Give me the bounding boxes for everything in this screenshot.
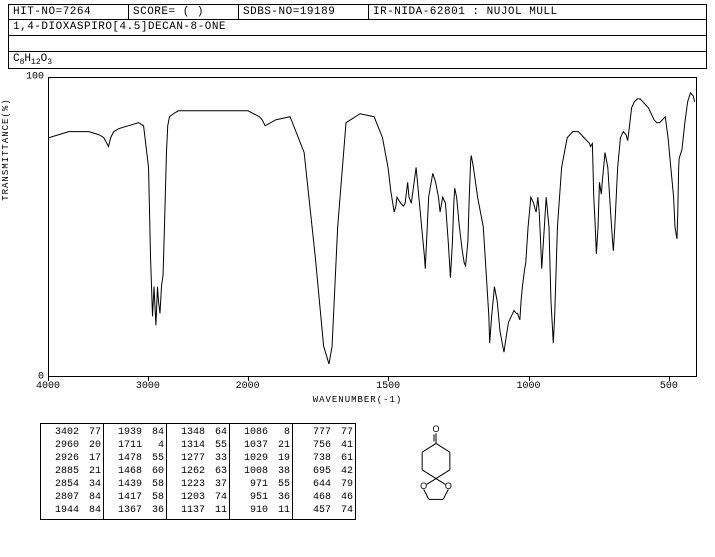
- compound-name: 1,4-DIOXASPIRO[4.5]DECAN-8-ONE: [8, 20, 707, 36]
- peak-cell: 102919: [230, 452, 292, 465]
- peak-cell: 134864: [167, 426, 229, 439]
- svg-text:O: O: [420, 481, 427, 491]
- peak-cell: 120374: [167, 491, 229, 504]
- peak-cell: 288521: [41, 465, 103, 478]
- x-tick-label: 500: [660, 381, 678, 392]
- peak-cell: 75641: [293, 439, 355, 452]
- bottom-area: 3402772960202926172885212854342807841944…: [40, 423, 707, 520]
- blank-row: [8, 36, 707, 52]
- peak-cell: 194484: [41, 504, 103, 517]
- sdbs-no-cell: SDBS-NO=19189: [239, 5, 369, 19]
- x-tick-label: 4000: [36, 381, 60, 392]
- peak-cell: 147855: [104, 452, 166, 465]
- peak-column: 77777756417386169542644794684645774: [293, 424, 355, 519]
- x-tick-label: 1500: [376, 381, 400, 392]
- plot-area: [48, 77, 697, 377]
- peak-cell: 73861: [293, 452, 355, 465]
- score-cell: SCORE= ( ): [129, 5, 239, 19]
- peak-cell: 126263: [167, 465, 229, 478]
- peak-cell: 141758: [104, 491, 166, 504]
- x-tick-label: 2000: [236, 381, 260, 392]
- x-tick-label: 3000: [136, 381, 160, 392]
- peak-cell: 64479: [293, 478, 355, 491]
- peak-cell: 95136: [230, 491, 292, 504]
- peak-cell: 136736: [104, 504, 166, 517]
- peak-cell: 193984: [104, 426, 166, 439]
- peak-cell: 45774: [293, 504, 355, 517]
- hit-no-cell: HIT-NO=7264: [9, 5, 129, 19]
- peak-table: 3402772960202926172885212854342807841944…: [40, 423, 356, 520]
- formula: C8H12O3: [8, 52, 707, 69]
- peak-cell: 131455: [167, 439, 229, 452]
- peak-cell: 127733: [167, 452, 229, 465]
- peak-cell: 77777: [293, 426, 355, 439]
- peak-column: 3402772960202926172885212854342807841944…: [41, 424, 104, 519]
- peak-cell: 91011: [230, 504, 292, 517]
- x-axis-label: WAVENUMBER(-1): [313, 395, 403, 405]
- peak-cell: 103721: [230, 439, 292, 452]
- peak-cell: 10868: [230, 426, 292, 439]
- peak-cell: 280784: [41, 491, 103, 504]
- peak-cell: 146860: [104, 465, 166, 478]
- peak-cell: 285434: [41, 478, 103, 491]
- y-axis-label: TRANSMITTANCE(%): [1, 99, 11, 201]
- peak-cell: 122337: [167, 478, 229, 491]
- ir-spectrum-chart: TRANSMITTANCE(%) 0100 400030002000150010…: [8, 77, 707, 417]
- y-tick-label: 100: [26, 72, 44, 83]
- molecular-structure: O O O: [376, 423, 496, 518]
- peak-cell: 17114: [104, 439, 166, 452]
- peak-cell: 69542: [293, 465, 355, 478]
- ir-info-cell: IR-NIDA-62801 : NUJOL MULL: [369, 5, 706, 19]
- x-tick-label: 1000: [516, 381, 540, 392]
- peak-cell: 113711: [167, 504, 229, 517]
- peak-cell: 292617: [41, 452, 103, 465]
- peak-cell: 296020: [41, 439, 103, 452]
- peak-column: 1348641314551277331262631223371203741137…: [167, 424, 230, 519]
- peak-cell: 97155: [230, 478, 292, 491]
- peak-column: 1939841711414785514686014395814175813673…: [104, 424, 167, 519]
- y-ticks: 0100: [22, 77, 46, 377]
- peak-cell: 46846: [293, 491, 355, 504]
- peak-cell: 143958: [104, 478, 166, 491]
- svg-text:O: O: [445, 481, 452, 491]
- spectrum-line: [49, 78, 696, 376]
- peak-cell: 340277: [41, 426, 103, 439]
- peak-column: 10868103721102919100838971559513691011: [230, 424, 293, 519]
- peak-cell: 100838: [230, 465, 292, 478]
- header-row: HIT-NO=7264 SCORE= ( ) SDBS-NO=19189 IR-…: [8, 4, 707, 20]
- svg-text:O: O: [432, 424, 439, 434]
